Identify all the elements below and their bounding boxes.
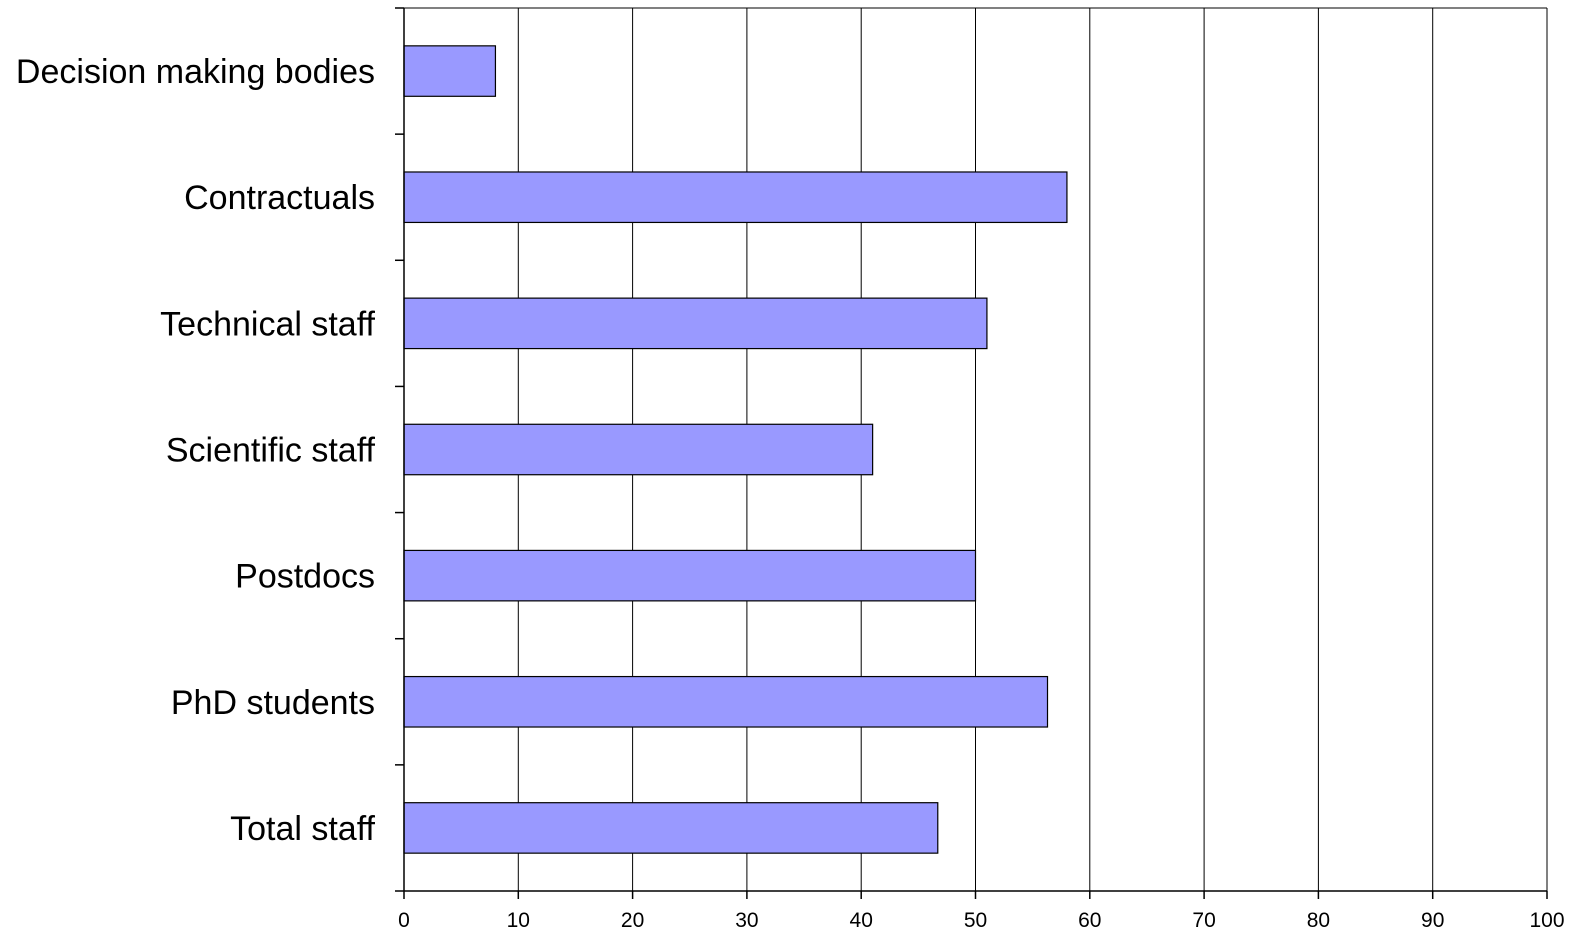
x-tick-label: 80 — [1307, 909, 1330, 932]
bars — [403, 45, 1068, 854]
x-tick-label: 60 — [1078, 909, 1101, 932]
x-tick-label: 20 — [621, 909, 644, 932]
x-tick-label: 90 — [1421, 909, 1444, 932]
category-label: PhD students — [171, 684, 375, 722]
bar-total-staff — [403, 802, 939, 854]
category-label: Scientific staff — [166, 432, 376, 470]
category-label: Postdocs — [235, 558, 375, 596]
category-label: Decision making bodies — [16, 53, 375, 91]
x-tick-label: 100 — [1529, 909, 1564, 932]
bar-technical-staff — [403, 297, 988, 350]
x-tick-label: 30 — [735, 909, 758, 932]
x-tick-label: 70 — [1192, 909, 1215, 932]
x-tick-label: 10 — [507, 909, 530, 932]
axes — [395, 7, 1548, 899]
bar-decision-making-bodies — [403, 45, 497, 97]
labels: 0 10 20 30 40 50 60 70 80 90 100 Decision making bo… — [16, 53, 1565, 932]
x-tick-label: 0 — [398, 909, 410, 932]
category-label: Total staff — [230, 810, 375, 848]
bar-phd-students — [403, 675, 1049, 728]
category-label: Technical staff — [160, 305, 375, 343]
bar-scientific-staff — [403, 423, 874, 476]
x-tick-label: 40 — [850, 909, 873, 932]
bar-contractuals — [403, 171, 1068, 224]
bar-postdocs — [403, 549, 977, 602]
category-label: Contractuals — [184, 179, 375, 217]
x-tick-label: 50 — [964, 909, 987, 932]
